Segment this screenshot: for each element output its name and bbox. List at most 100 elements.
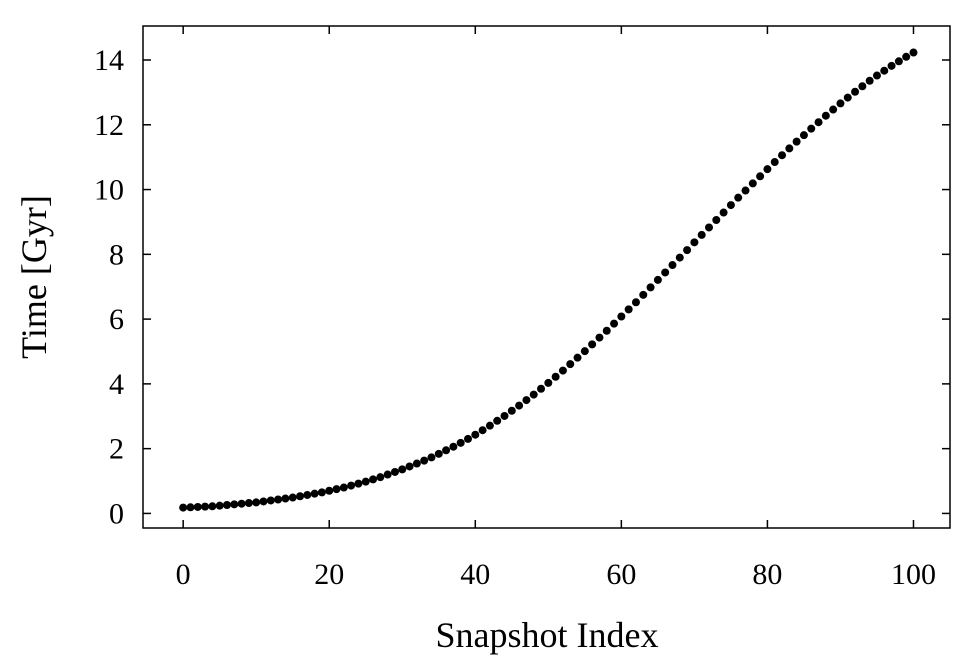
data-point [807,124,816,133]
plot-frame [142,25,951,529]
data-point [215,501,224,510]
y-tick-label-1: 2 [109,433,124,466]
data-point [668,261,677,270]
data-point [325,486,334,495]
x-tick-label-3: 60 [606,558,636,591]
data-point [303,490,312,499]
data-point [646,283,655,292]
data-point [624,305,633,314]
data-point [376,473,385,482]
data-point [887,61,896,70]
data-point [770,158,779,167]
data-point [880,66,889,75]
data-point [617,312,626,321]
data-point [201,502,210,511]
data-point [726,201,735,210]
data-point [785,144,794,153]
data-point [244,499,253,508]
x-tick-label-4: 80 [752,558,782,591]
data-point [814,118,823,127]
y-tick-label-4: 8 [109,238,124,271]
data-point [675,253,684,262]
data-point [507,406,516,415]
data-point [902,52,911,61]
data-point [493,416,502,425]
data-point [544,378,553,387]
data-point [580,347,589,356]
data-point [281,494,290,503]
data-point [222,501,231,510]
data-point [186,503,195,512]
axis-ticks [143,26,950,528]
data-point [463,434,472,443]
x-tick-label-2: 40 [460,558,490,591]
data-point [829,105,838,114]
data-point [741,186,750,195]
data-point [792,137,801,146]
data-point [894,57,903,66]
data-point [237,499,246,508]
data-point [361,477,370,486]
y-tick-label-0: 0 [109,497,124,530]
data-point [836,99,845,108]
data-point [434,449,443,458]
data-point [610,319,619,328]
data-point [697,230,706,239]
y-axis-label: Time [Gyr] [14,195,54,359]
data-point [471,430,480,439]
data-point [515,401,524,410]
data-point [865,76,874,85]
data-point [588,340,597,349]
data-point [456,438,465,447]
y-tick-label-5: 10 [94,174,124,207]
data-point [332,485,341,494]
data-point [872,71,881,80]
data-point [821,111,830,120]
data-point [537,384,546,393]
data-point [851,87,860,96]
data-point [778,151,787,160]
data-point [551,372,560,381]
data-point [259,497,268,506]
data-point [763,165,772,174]
data-point [683,246,692,255]
data-point [442,446,451,455]
data-point [398,465,407,474]
data-point [208,502,217,511]
data-point [719,208,728,217]
data-point [485,421,494,430]
data-point [383,470,392,479]
data-point [449,442,458,451]
data-point [230,500,239,509]
data-point [712,215,721,224]
data-point [734,193,743,202]
data-point [369,475,378,484]
data-point [756,172,765,181]
data-point [288,493,297,502]
data-point [310,489,319,498]
data-point [420,456,429,465]
data-point [252,498,261,507]
data-point [266,496,275,505]
data-point [179,503,188,512]
data-point [317,488,326,497]
data-point [427,453,436,462]
data-point [843,93,852,102]
data-point [390,467,399,476]
data-point [558,366,567,375]
data-point [522,396,531,405]
y-tick-labels: 0 2 4 6 8 10 12 14 [94,44,124,530]
data-point [602,326,611,335]
data-point [595,333,604,342]
y-tick-label-3: 6 [109,303,124,336]
x-tick-label-1: 20 [314,558,344,591]
data-point [529,390,538,399]
data-point [354,479,363,488]
y-tick-label-7: 14 [94,44,124,77]
data-point [566,360,575,369]
data-points [179,48,918,512]
data-point [631,298,640,307]
data-point [478,426,487,435]
data-point [704,223,713,232]
